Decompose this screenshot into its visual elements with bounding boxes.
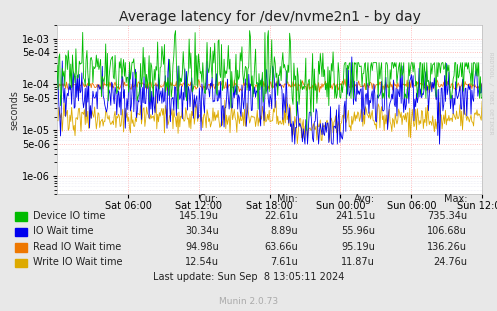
Text: 94.98u: 94.98u [185,242,219,252]
Text: Cur:: Cur: [199,194,219,204]
Text: Max:: Max: [444,194,467,204]
Text: 30.34u: 30.34u [185,226,219,236]
Text: RRDTOOL / TOBI OETIKER: RRDTOOL / TOBI OETIKER [489,52,494,135]
Text: Read IO Wait time: Read IO Wait time [33,242,122,252]
Text: 241.51u: 241.51u [335,211,375,220]
Text: 24.76u: 24.76u [433,257,467,267]
Title: Average latency for /dev/nvme2n1 - by day: Average latency for /dev/nvme2n1 - by da… [119,10,420,24]
Text: 735.34u: 735.34u [427,211,467,220]
Text: 11.87u: 11.87u [341,257,375,267]
Text: Min:: Min: [277,194,298,204]
Text: Write IO Wait time: Write IO Wait time [33,257,123,267]
Y-axis label: seconds: seconds [9,90,19,130]
Text: 8.89u: 8.89u [270,226,298,236]
Text: 12.54u: 12.54u [185,257,219,267]
Text: 63.66u: 63.66u [264,242,298,252]
Text: 95.19u: 95.19u [341,242,375,252]
Text: IO Wait time: IO Wait time [33,226,94,236]
Text: 22.61u: 22.61u [264,211,298,220]
Text: 55.96u: 55.96u [341,226,375,236]
Text: Device IO time: Device IO time [33,211,106,220]
Text: 145.19u: 145.19u [179,211,219,220]
Text: Last update: Sun Sep  8 13:05:11 2024: Last update: Sun Sep 8 13:05:11 2024 [153,272,344,282]
Text: 136.26u: 136.26u [427,242,467,252]
Text: Avg:: Avg: [354,194,375,204]
Text: Munin 2.0.73: Munin 2.0.73 [219,297,278,306]
Text: 7.61u: 7.61u [270,257,298,267]
Text: 106.68u: 106.68u [427,226,467,236]
